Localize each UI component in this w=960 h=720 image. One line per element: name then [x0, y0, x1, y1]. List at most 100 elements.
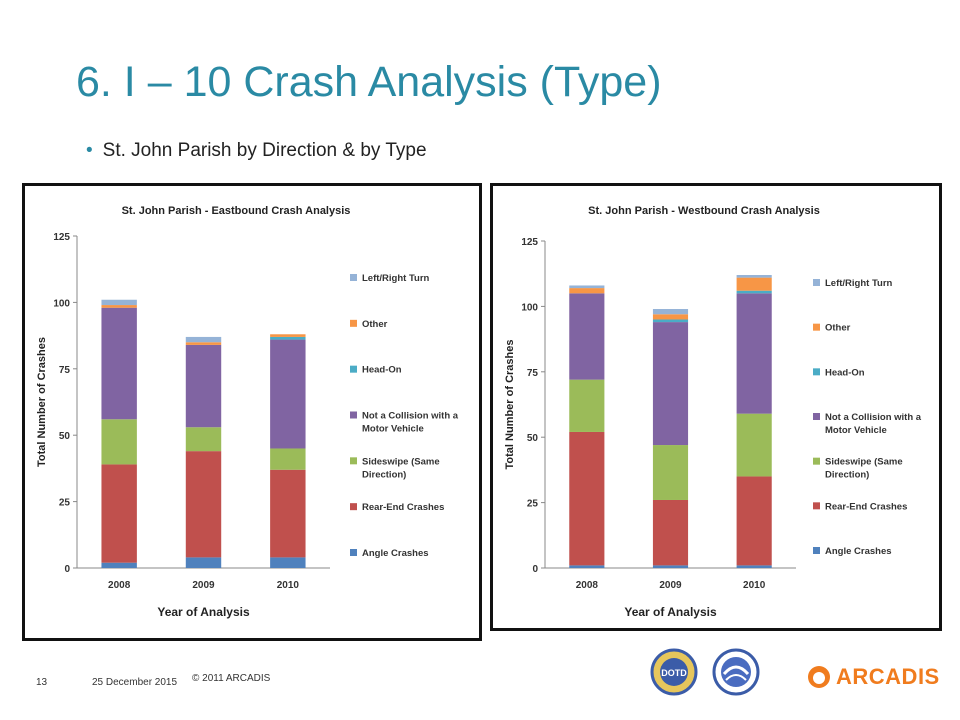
chart-title: St. John Parish - Westbound Crash Analys… — [588, 205, 820, 217]
legend-label: Left/Right Turn — [362, 273, 430, 284]
x-tick-label: 2008 — [108, 580, 131, 591]
bullet-dot-icon: • — [86, 140, 93, 161]
bullet-item: • St. John Parish by Direction & by Type — [86, 140, 427, 162]
westbound-chart: St. John Parish - Westbound Crash Analys… — [504, 205, 922, 619]
legend-label: Rear-End Crashes — [825, 501, 907, 512]
bar-segment — [185, 336, 222, 343]
legend-label: Sideswipe (Same — [362, 456, 440, 467]
x-tick-label: 2008 — [576, 580, 599, 591]
x-axis-label: Year of Analysis — [157, 605, 250, 619]
legend-label: Not a Collision with a — [825, 412, 922, 423]
bullet-text: St. John Parish by Direction & by Type — [102, 140, 427, 161]
legend-label: Angle Crashes — [362, 548, 429, 559]
bar-segment — [101, 305, 137, 308]
bar-segment — [185, 342, 222, 345]
y-tick-label: 100 — [53, 298, 70, 309]
bar-segment — [101, 464, 137, 563]
bar-segment — [270, 448, 306, 470]
legend-label: Head-On — [362, 365, 402, 376]
legend-label: Motor Vehicle — [825, 425, 887, 436]
page-number: 13 — [36, 677, 48, 688]
bar-segment — [270, 557, 306, 568]
legend-swatch — [813, 368, 820, 376]
y-tick-label: 25 — [527, 499, 539, 510]
bar-segment — [101, 419, 137, 465]
bar-segment — [270, 339, 306, 449]
bar-segment — [736, 277, 772, 291]
legend-swatch — [350, 411, 357, 419]
eastbound-chart-panel: St. John Parish - Eastbound Crash Analys… — [22, 183, 482, 641]
bar-segment — [736, 565, 772, 568]
bar-segment — [101, 299, 137, 306]
legend-swatch — [813, 457, 820, 465]
dotd-seal-icon: DOTD — [650, 648, 698, 696]
legend-label: Sideswipe (Same — [825, 457, 903, 468]
y-tick-label: 125 — [53, 232, 70, 243]
legend-label: Motor Vehicle — [362, 424, 424, 435]
x-tick-label: 2010 — [277, 580, 300, 591]
bar-segment — [652, 445, 689, 500]
y-tick-label: 25 — [59, 498, 71, 509]
legend-swatch — [813, 279, 820, 286]
legend-swatch — [813, 547, 820, 554]
bar-segment — [569, 565, 605, 568]
legend-swatch — [350, 319, 357, 327]
bar-segment — [652, 565, 689, 568]
legend-swatch — [350, 457, 357, 465]
eastbound-chart: St. John Parish - Eastbound Crash Analys… — [36, 205, 459, 619]
y-tick-label: 50 — [59, 431, 71, 442]
legend-label: Angle Crashes — [825, 546, 892, 557]
footer-copyright: © 2011 ARCADIS — [192, 673, 271, 684]
x-axis-label: Year of Analysis — [624, 605, 717, 619]
legend-label: Direction) — [362, 469, 406, 480]
legend-swatch — [350, 503, 357, 511]
y-tick-label: 100 — [521, 302, 538, 313]
y-tick-label: 75 — [527, 368, 539, 379]
arcadis-logo-text: ARCADIS — [836, 664, 940, 689]
x-tick-label: 2009 — [192, 580, 215, 591]
bar-segment — [569, 288, 605, 294]
bar-segment — [270, 334, 306, 337]
bar-segment — [101, 562, 137, 568]
bar-segment — [652, 499, 689, 566]
x-tick-label: 2009 — [659, 580, 682, 591]
arcadis-logo: ARCADIS — [808, 660, 940, 694]
footer-date: 25 December 2015 — [92, 677, 178, 688]
bar-segment — [736, 275, 772, 278]
bar-segment — [101, 307, 137, 420]
y-tick-label: 125 — [521, 237, 538, 248]
legend-swatch — [813, 413, 820, 420]
bar-segment — [270, 469, 306, 558]
y-tick-label: 0 — [64, 564, 70, 575]
chart-title: St. John Parish - Eastbound Crash Analys… — [122, 205, 351, 217]
legend-swatch — [813, 323, 820, 331]
bar-segment — [652, 314, 689, 320]
bar-segment — [652, 309, 689, 315]
dotd-logo-text: DOTD — [661, 668, 687, 678]
bar-segment — [652, 322, 689, 446]
bar-segment — [569, 285, 605, 289]
bar-segment — [569, 431, 605, 566]
legend-label: Other — [825, 323, 851, 334]
legend-swatch — [813, 502, 820, 510]
usdot-seal-icon — [712, 648, 760, 696]
dotd-logos: DOTD — [650, 648, 760, 696]
bar-segment — [569, 379, 605, 432]
y-tick-label: 0 — [532, 564, 538, 575]
bar-segment — [185, 557, 222, 568]
bar-segment — [185, 427, 222, 452]
y-tick-label: 75 — [59, 365, 71, 376]
bar-segment — [185, 344, 222, 428]
y-axis-label: Total Number of Crashes — [36, 337, 48, 467]
slide-title: 6. I – 10 Crash Analysis (Type) — [76, 58, 662, 106]
legend-label: Rear-End Crashes — [362, 502, 444, 513]
legend-swatch — [350, 549, 357, 556]
legend-swatch — [350, 274, 357, 281]
bar-segment — [652, 319, 689, 323]
legend-label: Head-On — [825, 367, 865, 378]
legend-label: Not a Collision with a — [362, 411, 459, 422]
westbound-chart-panel: St. John Parish - Westbound Crash Analys… — [490, 183, 942, 631]
bar-segment — [270, 336, 306, 340]
y-tick-label: 50 — [527, 433, 539, 444]
legend-label: Other — [362, 319, 388, 330]
